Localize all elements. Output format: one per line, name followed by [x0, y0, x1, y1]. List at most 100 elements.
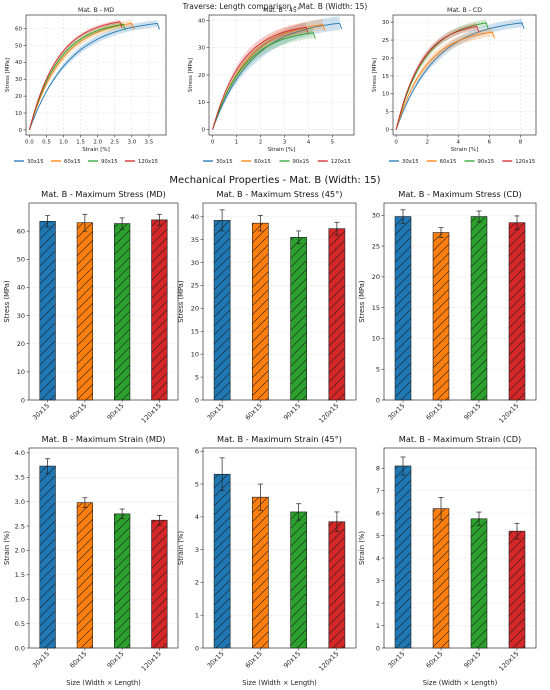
chart-title: Mat. B - Maximum Stress (45°)	[217, 189, 343, 199]
y-tick-label: 6	[376, 509, 380, 517]
y-tick-label: 10	[382, 92, 389, 98]
series-band-30x15	[212, 16, 340, 130]
x-axis-label: Size (Width × Length)	[66, 679, 141, 687]
y-tick-label: 15	[191, 328, 199, 336]
chart-title: Mat. B - CD	[447, 7, 482, 14]
y-tick-label: 0	[386, 128, 390, 134]
bar-30x15	[39, 465, 56, 649]
axes-frame	[202, 447, 357, 649]
series-line-90x15	[395, 22, 489, 130]
series-line-30x15	[28, 22, 160, 131]
legend-label: 120x15	[331, 159, 351, 165]
x-tick-label: 3.0	[127, 140, 136, 146]
y-tick-label: 4	[376, 554, 380, 562]
y-tick-label: 40	[17, 284, 25, 292]
x-axis-label: Strain [%]	[451, 147, 479, 153]
y-tick-label: 10	[372, 335, 380, 343]
y-tick-label: 25	[372, 242, 380, 250]
legend-label: 120x15	[138, 159, 158, 165]
y-tick-label: 30	[17, 312, 25, 320]
y-axis-label: Stress [MPa]	[5, 58, 11, 92]
y-tick-label: 40	[15, 60, 22, 66]
x-tick-label: 30x15	[386, 402, 406, 422]
legend-label: 90x15	[293, 159, 310, 165]
series-band-90x15	[29, 21, 124, 130]
bar-30x15	[394, 216, 412, 401]
y-tick-label: 35	[191, 236, 199, 244]
y-axis-label: Strain (%)	[358, 531, 366, 565]
y-tick-label: 30	[372, 212, 380, 220]
x-tick-label: 3.5	[145, 140, 154, 146]
y-tick-label: 3	[195, 546, 199, 554]
chart-md_stress: 0 10 20 30 40 50 60 Mat. B - Maximum Stress (MD…	[3, 189, 179, 425]
y-tick-label: 5	[195, 373, 199, 381]
y-tick-label: 60	[15, 26, 22, 32]
y-axis-label: Stress [MPa]	[188, 58, 194, 92]
x-tick-label: 2.0	[93, 140, 102, 146]
chart-title: Mat. B - Maximum Strain (CD)	[399, 434, 522, 444]
x-tick-label: 2.5	[110, 140, 119, 146]
x-tick-label: 30x15	[205, 402, 225, 422]
y-tick-label: 30	[191, 259, 199, 267]
axes-frame	[392, 14, 537, 136]
chart-title: Mat. B - MD	[78, 7, 114, 14]
y-tick-label: 5	[195, 480, 199, 488]
y-tick-label: 40	[198, 18, 205, 24]
x-tick-label: 120x15	[497, 650, 520, 673]
y-tick-label: 8	[376, 464, 380, 472]
chart-md_strain: 0.0 0.5 1.0 1.5 2.0 2.5 3.0 3.5 4.0 Mat. B - Maxi…	[3, 434, 179, 687]
series-line-90x15	[212, 32, 316, 130]
chart-45_curve: 0 10 20 30 40 0 1 2 3 4 5 Mat. B - 45° Strain [%] Str…	[188, 6, 355, 165]
x-tick-label: 30x15	[31, 650, 51, 670]
y-tick-label: 2.5	[15, 522, 25, 530]
y-tick-label: 25	[191, 282, 199, 290]
x-tick-label: 60x15	[424, 402, 444, 422]
y-axis-label: Stress (MPa)	[358, 280, 366, 323]
series-line-60x15	[28, 22, 135, 131]
x-tick-label: 6	[488, 140, 492, 146]
bar-90x15	[470, 216, 488, 401]
legend-label: 30x15	[216, 159, 233, 165]
y-tick-label: 7	[376, 487, 380, 495]
y-tick-label: 10	[191, 350, 199, 358]
x-tick-label: 1	[235, 140, 239, 146]
axes-frame	[28, 447, 179, 649]
y-tick-label: 20	[191, 305, 199, 313]
bar-30x15	[39, 220, 56, 401]
y-tick-label: 25	[382, 38, 389, 44]
x-tick-label: 90x15	[282, 650, 302, 670]
chart-title: Mat. B - Maximum Stress (CD)	[398, 189, 521, 199]
legend-label: 90x15	[101, 159, 118, 165]
x-tick-label: 3	[283, 140, 287, 146]
x-tick-label: 60x15	[244, 402, 264, 422]
y-tick-label: 40	[191, 213, 199, 221]
y-tick-label: 15	[382, 74, 389, 80]
legend-label: 60x15	[64, 159, 81, 165]
y-axis-label: Strain (%)	[3, 531, 11, 565]
y-tick-label: 60	[17, 227, 25, 235]
x-tick-label: 2	[259, 140, 263, 146]
series-band-60x15	[29, 20, 132, 130]
y-axis-label: Stress (MPa)	[3, 280, 11, 323]
bar-60x15	[432, 508, 450, 649]
suptitle: Traverse: Length comparison - Mat. B (Wi…	[182, 2, 368, 11]
bar-60x15	[252, 496, 269, 649]
x-tick-label: 0.5	[42, 140, 51, 146]
y-tick-label: 1	[195, 611, 199, 619]
series-line-120x15	[212, 26, 309, 130]
y-tick-label: 1.5	[15, 571, 25, 579]
x-tick-label: 4	[307, 140, 311, 146]
y-tick-label: 0.0	[15, 644, 25, 652]
series-line-120x15	[395, 25, 480, 130]
x-tick-label: 120x15	[140, 402, 163, 425]
y-tick-label: 50	[17, 256, 25, 264]
axes-frame	[383, 447, 537, 649]
bar-120x15	[508, 530, 526, 649]
y-tick-label: 10	[198, 100, 205, 106]
axes-frame	[28, 202, 179, 401]
x-tick-label: 60x15	[68, 650, 88, 670]
legend-label: 120x15	[515, 159, 535, 165]
x-tick-label: 4	[457, 140, 461, 146]
y-tick-label: 50	[15, 43, 22, 49]
